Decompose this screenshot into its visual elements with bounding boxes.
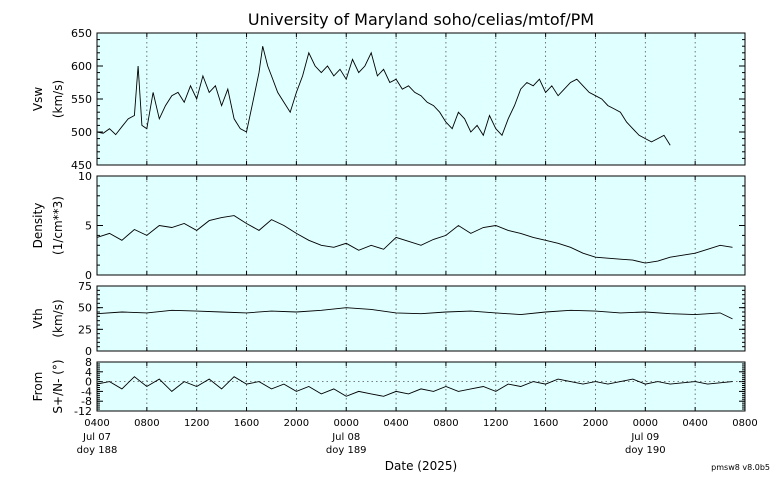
- y-tick-label: 4: [85, 366, 92, 379]
- y-axis-label: Density (1/cm**3): [31, 196, 65, 255]
- y-tick-label: 500: [71, 126, 92, 139]
- y-axis-label-line2: (1/cm**3): [51, 196, 65, 255]
- x-tick-label: 0400: [383, 418, 408, 429]
- y-tick-label: 10: [78, 170, 92, 183]
- y-tick-label: -4: [81, 385, 92, 398]
- panel-1: 450 500 550 600 650 Vsw (km/s): [31, 27, 746, 172]
- chart-title: University of Maryland soho/celias/mtof/…: [248, 10, 594, 29]
- x-tick-label: 1600: [533, 418, 558, 429]
- x-day-doy-label: doy 188: [77, 445, 118, 456]
- x-tick-label: 1200: [184, 418, 209, 429]
- x-tick-label: 1200: [483, 418, 508, 429]
- x-tick-label: 0000: [633, 418, 658, 429]
- y-axis-label-line1: Density: [31, 203, 45, 249]
- panel-background: [96, 32, 746, 166]
- y-axis-label-line1: From: [31, 372, 45, 402]
- x-day-doy-label: doy 190: [625, 445, 666, 456]
- x-tick-label: 0800: [732, 418, 757, 429]
- y-tick-label: 0: [85, 376, 92, 389]
- x-day-date-label: Jul 07: [82, 432, 111, 443]
- y-tick-label: 75: [78, 280, 92, 293]
- y-tick-label: 0: [85, 345, 92, 358]
- y-tick-label: 550: [71, 93, 92, 106]
- panel-background: [96, 361, 746, 412]
- x-tick-label: 0400: [84, 418, 109, 429]
- series-line: [96, 376, 733, 397]
- y-axis-label-line2: (km/s): [51, 80, 65, 118]
- y-axis-label: Vth (km/s): [31, 299, 65, 337]
- panel-2: 0 5 10 Density (1/cm**3): [31, 170, 746, 282]
- y-tick-label: 50: [78, 302, 92, 315]
- x-tick-label: 0800: [134, 418, 159, 429]
- y-tick-label: 0: [85, 269, 92, 282]
- y-tick-label: 5: [85, 220, 92, 233]
- x-day-doy-label: doy 189: [326, 445, 367, 456]
- x-tick-label: 2000: [284, 418, 309, 429]
- y-tick-label: -8: [81, 395, 92, 408]
- x-day-date-label: Jul 09: [630, 432, 659, 443]
- y-axis-label-line1: Vth: [31, 308, 45, 329]
- y-tick-label: 8: [85, 356, 92, 369]
- series-line: [96, 307, 733, 320]
- x-tick-label: 2000: [583, 418, 608, 429]
- x-tick-label: 1600: [234, 418, 259, 429]
- x-day-date-label: Jul 08: [331, 432, 360, 443]
- series-line: [96, 215, 733, 264]
- y-axis-label: Vsw (km/s): [31, 80, 65, 118]
- panel-background: [96, 175, 746, 276]
- x-tick-label: 0800: [433, 418, 458, 429]
- y-tick-label: 25: [78, 323, 92, 336]
- y-tick-label: 450: [71, 159, 92, 172]
- y-tick-label: -12: [74, 405, 92, 418]
- x-tick-label: 0000: [334, 418, 359, 429]
- y-tick-label: 600: [71, 60, 92, 73]
- y-axis-label-line1: Vsw: [31, 87, 45, 111]
- x-axis-ticks: 0400 0800 1200 1600 2000 0000 0400 0800 1200 1600…: [77, 418, 758, 456]
- version-label: pmsw8 v8.0b5: [711, 463, 770, 472]
- y-axis-label-line2: S+/N- (°): [51, 359, 65, 413]
- x-axis-label: Date (2025): [385, 459, 457, 473]
- y-tick-label: 650: [71, 27, 92, 40]
- panel-3: 0 25 50 75 Vth (km/s): [31, 280, 746, 358]
- y-axis-label: From S+/N- (°): [31, 359, 65, 413]
- y-axis-label-line2: (km/s): [51, 299, 65, 337]
- series-line: [96, 46, 671, 146]
- panel-background: [96, 285, 746, 352]
- x-tick-label: 0400: [682, 418, 707, 429]
